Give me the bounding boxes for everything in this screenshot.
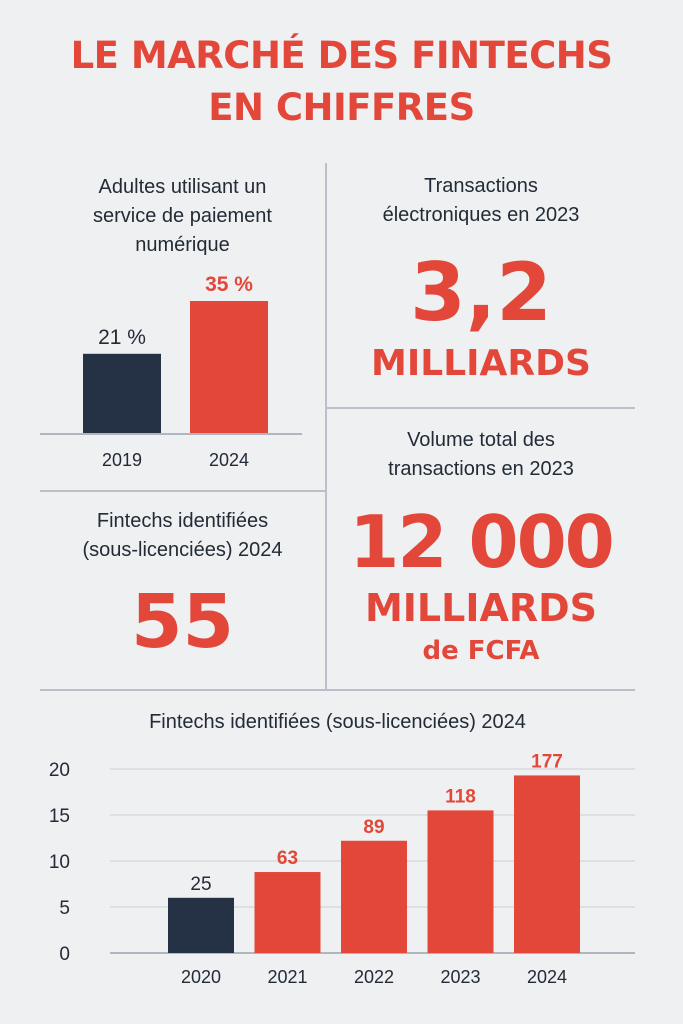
x-tick-label-2023: 2023 [440, 967, 480, 987]
y-tick-label-0: 0 [59, 944, 70, 965]
volume-unit-currency: de FCFA [422, 636, 540, 666]
data-label-2021: 63 [277, 848, 298, 869]
transactions-unit: MILLIARDS [371, 343, 591, 384]
title-line-2: EN CHIFFRES [208, 86, 475, 129]
transactions-label-line: Transactions [424, 175, 538, 197]
data-label-2019: 21 % [98, 326, 146, 349]
data-label-2024: 35 % [205, 273, 253, 296]
data-label-2022: 89 [363, 817, 384, 838]
x-tick-label-2021: 2021 [267, 967, 307, 987]
bar-2024 [514, 775, 580, 953]
adults-label-line: Adultes utilisant un [98, 176, 267, 198]
adults-panel-label: Adultes utilisant un service de paiement… [40, 173, 325, 260]
data-label-2024: 177 [531, 751, 563, 772]
y-tick-label-20: 20 [49, 760, 70, 781]
divider-left-middle [40, 490, 325, 492]
volume-label-line: Volume total des [407, 429, 555, 451]
x-tick-label-2024: 2024 [527, 967, 567, 987]
fintechs-bar-chart: 0 5 10 15 20 25 2020 63 2021 89 2022 118 2023 177 2024 [49, 751, 635, 987]
x-tick-label-2024: 2024 [209, 450, 249, 470]
x-tick-label-2020: 2020 [181, 967, 221, 987]
bar-2022 [341, 840, 407, 953]
page-title: LE MARCHÉ DES FINTECHS EN CHIFFRES [0, 30, 683, 134]
fintechs-chart-title: Fintechs identifiées (sous-licenciées) 2… [149, 711, 526, 733]
adults-label-line: numérique [135, 234, 230, 256]
volume-label-line: transactions en 2023 [388, 458, 574, 480]
fintechs-label-line: Fintechs identifiées [96, 510, 269, 532]
transactions-panel-label: Transactions électroniques en 2023 [327, 172, 635, 230]
volume-panel-label: Volume total des transactions en 2023 [327, 426, 635, 484]
adults-label-line: service de paiement [93, 205, 272, 227]
data-label-2020: 25 [190, 874, 211, 895]
volume-unit: MILLIARDS [364, 586, 598, 630]
data-label-2023: 118 [445, 786, 476, 807]
y-tick-label-15: 15 [49, 806, 70, 827]
fintechs-value: 55 [131, 579, 234, 665]
fintechs-label-line: (sous-licenciées) 2024 [82, 539, 283, 561]
y-tick-label-10: 10 [49, 852, 70, 873]
bar-2024 [190, 301, 268, 433]
divider-bottom [40, 689, 635, 691]
vertical-divider [325, 163, 327, 690]
bar-2021 [254, 872, 321, 953]
y-tick-label-5: 5 [59, 898, 70, 919]
divider-right-middle [327, 407, 635, 409]
volume-value: 12 000 [349, 500, 615, 584]
title-line-1: LE MARCHÉ DES FINTECHS [70, 34, 613, 77]
bar-2019 [83, 353, 161, 433]
transactions-label-line: électroniques en 2023 [382, 204, 580, 226]
x-tick-label-2022: 2022 [354, 967, 394, 987]
x-tick-label-2019: 2019 [102, 450, 142, 470]
adults-bar-chart: 21 % 2019 35 % 2024 [40, 273, 302, 470]
bar-2020 [168, 897, 234, 953]
transactions-value: 3,2 [410, 246, 552, 339]
fintechs-panel-label: Fintechs identifiées (sous-licenciées) 2… [40, 507, 325, 565]
bar-2023 [427, 810, 494, 953]
